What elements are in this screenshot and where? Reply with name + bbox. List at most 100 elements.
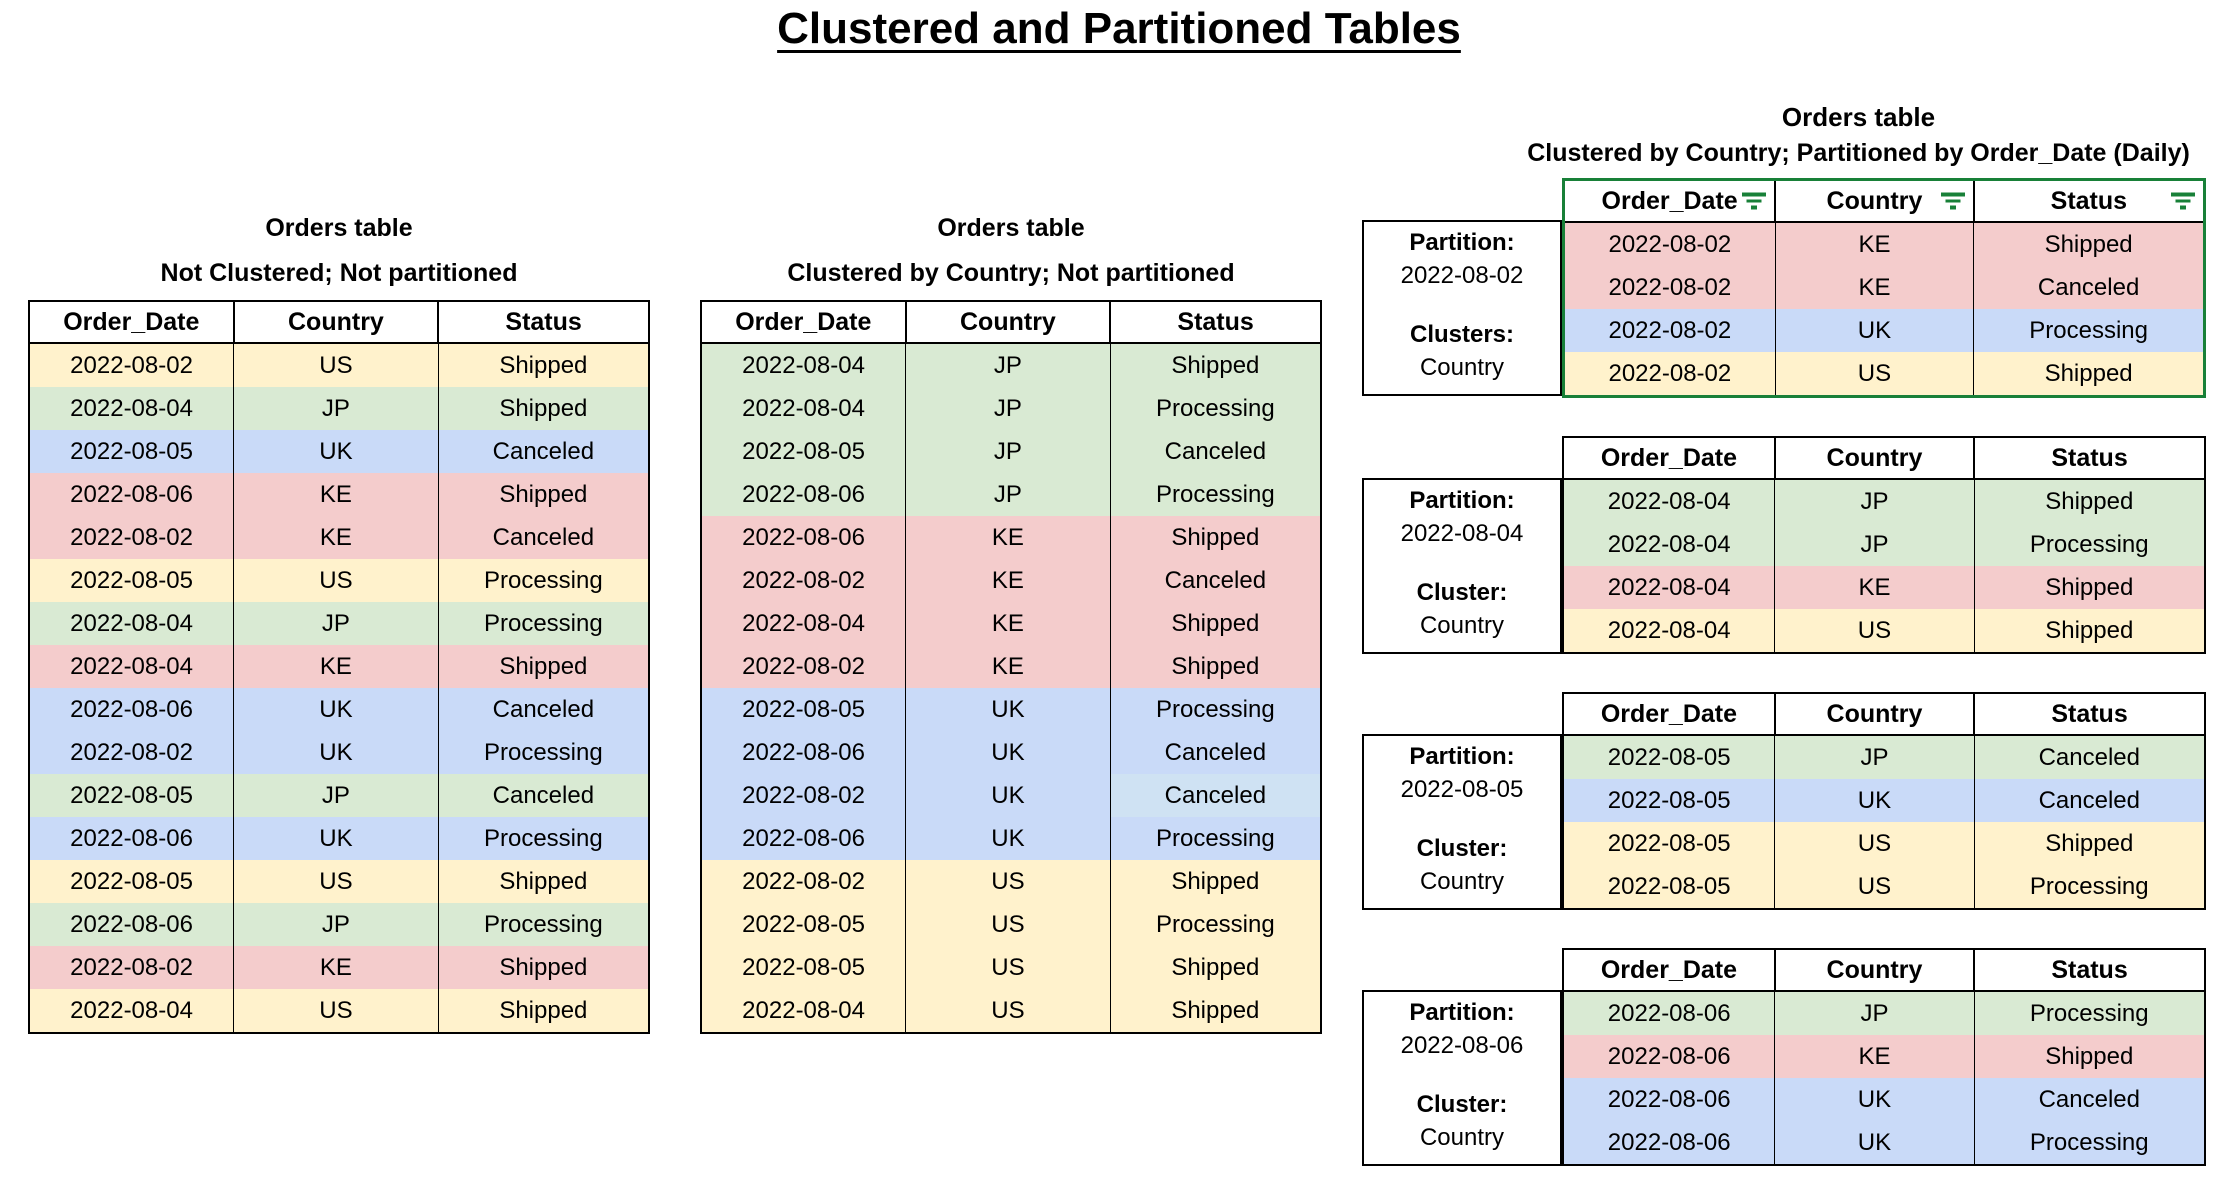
header-row: Order_Date Country Status <box>1562 436 2206 480</box>
clustered-table-group: Orders table Clustered by Country; Not p… <box>700 214 1322 1034</box>
partitioned-table-group: Orders table Clustered by Country; Parti… <box>1362 102 2215 1204</box>
status-cell: Processing <box>1973 309 2205 352</box>
date-cell: 2022-08-05 <box>1562 779 1776 822</box>
column-header-order_date: Order_Date <box>28 300 235 344</box>
status-cell: Shipped <box>1973 609 2206 653</box>
table-row: 2022-08-05 UK Canceled <box>1562 779 2206 822</box>
status-cell: Shipped <box>437 343 650 387</box>
column-header-label: Status <box>1177 307 1254 336</box>
country-cell: UK <box>1774 309 1975 352</box>
table-row: 2022-08-02 KE Canceled <box>1563 266 2205 309</box>
table-row: 2022-08-04 KE Shipped <box>1562 566 2206 609</box>
table-row: 2022-08-05 US Shipped <box>700 946 1322 989</box>
table-title: Orders table <box>1781 102 1936 132</box>
cluster-label: Cluster: <box>1416 835 1508 862</box>
country-cell: JP <box>905 473 1111 516</box>
column-header-label: Country <box>1826 186 1923 215</box>
table-row: 2022-08-02 US Shipped <box>28 343 650 387</box>
table-header: Order_Date Country Status <box>28 300 650 344</box>
table-row: 2022-08-02 UK Processing <box>28 731 650 774</box>
date-cell: 2022-08-06 <box>1562 1035 1776 1078</box>
status-cell: Canceled <box>437 516 650 559</box>
table-subtitle: Clustered by Country; Partitioned by Ord… <box>1527 139 2190 167</box>
table-row: 2022-08-04 JP Processing <box>700 387 1322 430</box>
column-header-label: Country <box>1826 443 1923 472</box>
column-header-label: Order_Date <box>1601 186 1738 215</box>
partition-block: Partition: 2022-08-05 Cluster: Country Order… <box>1362 692 2215 910</box>
orders-table-partition-2022-08-04: Order_Date Country Status 2022-08-04 JP Shipp… <box>1562 436 2206 654</box>
status-cell: Shipped <box>1109 602 1322 645</box>
status-cell: Shipped <box>1109 645 1322 688</box>
country-cell: UK <box>233 731 439 774</box>
column-header-label: Country <box>1826 699 1923 728</box>
status-cell: Shipped <box>1973 222 2205 266</box>
table-row: 2022-08-02 KE Shipped <box>700 645 1322 688</box>
date-cell: 2022-08-02 <box>28 343 235 387</box>
table-row: 2022-08-04 JP Shipped <box>1562 479 2206 523</box>
date-cell: 2022-08-04 <box>700 387 907 430</box>
table-body: 2022-08-04 JP Shipped 2022-08-04 JP Processin… <box>1562 479 2206 653</box>
country-cell: JP <box>233 387 439 430</box>
table-header: Order_Date Country Status <box>700 300 1322 344</box>
column-header-status: Status <box>1109 300 1322 344</box>
column-header-status: Status <box>437 300 650 344</box>
column-header-label: Status <box>2051 699 2128 728</box>
country-cell: KE <box>233 473 439 516</box>
table-row: 2022-08-02 KE Shipped <box>1563 222 2205 266</box>
country-cell: US <box>233 343 439 387</box>
status-cell: Processing <box>1109 387 1322 430</box>
status-cell: Processing <box>437 731 650 774</box>
date-cell: 2022-08-05 <box>700 946 907 989</box>
table-subtitle: Not Clustered; Not partitioned <box>160 259 518 287</box>
column-header-label: Order_Date <box>1600 955 1738 984</box>
date-cell: 2022-08-02 <box>1563 352 1776 397</box>
column-header-label: Status <box>505 307 582 336</box>
cluster-value: Country <box>1419 1124 1505 1151</box>
status-cell: Shipped <box>1109 946 1322 989</box>
status-cell: Processing <box>437 602 650 645</box>
country-cell: UK <box>1774 1078 1975 1121</box>
date-cell: 2022-08-04 <box>1562 479 1776 523</box>
status-cell: Processing <box>437 559 650 602</box>
date-cell: 2022-08-04 <box>1562 523 1776 566</box>
status-cell: Canceled <box>1109 559 1322 602</box>
country-cell: US <box>905 989 1111 1033</box>
date-cell: 2022-08-04 <box>1562 609 1776 653</box>
status-cell: Shipped <box>1973 822 2206 865</box>
date-cell: 2022-08-06 <box>700 473 907 516</box>
date-cell: 2022-08-05 <box>700 688 907 731</box>
date-cell: 2022-08-05 <box>1562 735 1776 779</box>
status-cell: Canceled <box>1973 266 2205 309</box>
cluster-label: Clusters: <box>1409 321 1515 348</box>
partition-info: Partition: 2022-08-05 <box>1364 740 1560 806</box>
table-body: 2022-08-02 KE Shipped 2022-08-02 KE Canceled 2… <box>1563 222 2205 397</box>
cluster-value: Country <box>1419 868 1505 895</box>
table-row: 2022-08-04 JP Shipped <box>700 343 1322 387</box>
date-cell: 2022-08-06 <box>700 731 907 774</box>
column-header-label: Status <box>2050 186 2128 215</box>
column-header-label: Status <box>2051 443 2128 472</box>
date-cell: 2022-08-06 <box>1562 1121 1776 1165</box>
date-cell: 2022-08-04 <box>28 989 235 1033</box>
status-cell: Canceled <box>1973 779 2206 822</box>
status-cell: Shipped <box>1109 860 1322 903</box>
country-cell: KE <box>1774 266 1975 309</box>
table-row: 2022-08-04 US Shipped <box>1562 609 2206 653</box>
date-cell: 2022-08-04 <box>700 602 907 645</box>
table-subtitle: Clustered by Country; Not partitioned <box>787 259 1235 287</box>
table-row: 2022-08-06 UK Canceled <box>28 688 650 731</box>
cluster-label: Cluster: <box>1416 1091 1508 1118</box>
date-cell: 2022-08-02 <box>700 860 907 903</box>
column-header-order_date: Order_Date <box>1562 178 1777 223</box>
table-row: 2022-08-04 JP Processing <box>28 602 650 645</box>
orders-table-partition-2022-08-05: Order_Date Country Status 2022-08-05 JP Cance… <box>1562 692 2206 910</box>
table-row: 2022-08-06 UK Canceled <box>1562 1078 2206 1121</box>
date-cell: 2022-08-06 <box>700 817 907 860</box>
orders-table-clustered: Order_Date Country Status 2022-08-04 JP Ship… <box>700 300 1322 1034</box>
cluster-label: Cluster: <box>1416 579 1508 606</box>
column-header-status: Status <box>1973 692 2206 736</box>
column-header-country: Country <box>1773 948 1976 992</box>
status-cell: Processing <box>1109 903 1322 946</box>
date-cell: 2022-08-05 <box>700 903 907 946</box>
partition-value: 2022-08-05 <box>1400 776 1524 803</box>
